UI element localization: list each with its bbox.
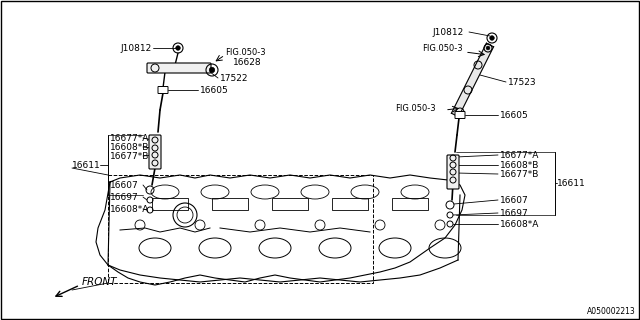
Bar — [212, 198, 248, 210]
Text: FIG.050-3: FIG.050-3 — [225, 47, 266, 57]
Text: 16607: 16607 — [110, 180, 139, 189]
Circle shape — [209, 67, 214, 73]
Text: 16611: 16611 — [72, 161, 100, 170]
Text: 16611: 16611 — [557, 179, 586, 188]
Text: 16608*A: 16608*A — [110, 204, 149, 213]
FancyBboxPatch shape — [149, 135, 161, 169]
Bar — [392, 198, 428, 210]
Text: A050002213: A050002213 — [588, 307, 636, 316]
Circle shape — [176, 46, 180, 50]
Text: FIG.050-3: FIG.050-3 — [395, 103, 436, 113]
Text: 16608*A: 16608*A — [500, 220, 540, 228]
Bar — [272, 198, 308, 210]
Text: 16608*B: 16608*B — [110, 142, 149, 151]
Bar — [152, 198, 188, 210]
FancyBboxPatch shape — [455, 111, 465, 118]
Text: FRONT: FRONT — [82, 277, 118, 287]
Text: 16677*A: 16677*A — [500, 150, 540, 159]
FancyBboxPatch shape — [447, 155, 459, 189]
Text: 16697: 16697 — [500, 209, 529, 218]
Text: J10812: J10812 — [120, 44, 151, 52]
Text: 16677*B: 16677*B — [110, 151, 149, 161]
Text: 16697: 16697 — [110, 193, 139, 202]
Circle shape — [490, 36, 494, 40]
FancyBboxPatch shape — [147, 63, 211, 73]
Circle shape — [486, 46, 490, 50]
Text: 16607: 16607 — [500, 196, 529, 204]
Text: 17522: 17522 — [220, 74, 248, 83]
Polygon shape — [451, 43, 493, 117]
Text: 16608*B: 16608*B — [500, 161, 540, 170]
Bar — [108, 175, 373, 283]
Text: 17523: 17523 — [508, 77, 536, 86]
Text: 16605: 16605 — [500, 110, 529, 119]
Text: 16677*B: 16677*B — [500, 170, 540, 179]
Text: 16628: 16628 — [233, 58, 262, 67]
Text: 16677*A: 16677*A — [110, 133, 149, 142]
FancyBboxPatch shape — [158, 86, 168, 93]
Bar — [332, 198, 368, 210]
Text: 16605: 16605 — [200, 85, 228, 94]
Text: J10812: J10812 — [432, 28, 463, 36]
Text: FIG.050-3: FIG.050-3 — [422, 44, 463, 52]
